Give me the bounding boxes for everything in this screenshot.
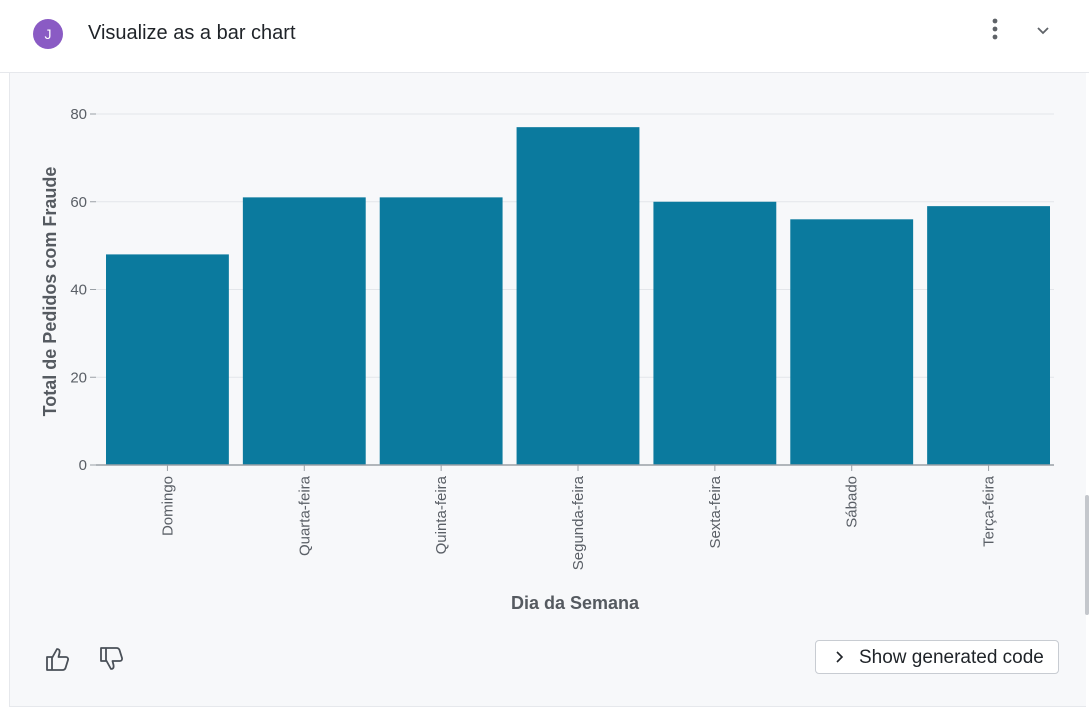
x-tick-label: Quarta-feira	[296, 475, 313, 556]
y-axis-ticks: 0 20 40 60 80	[70, 106, 96, 474]
message-title: Visualize as a bar chart	[88, 22, 296, 44]
bar-4	[653, 201, 777, 465]
y-tick-label: 20	[70, 369, 87, 386]
bar-3	[516, 127, 640, 465]
y-tick-label: 0	[79, 457, 87, 474]
y-tick-label: 80	[70, 106, 87, 123]
thumbs-down-icon[interactable]	[97, 645, 125, 673]
x-axis-title: Dia da Semana	[511, 593, 640, 613]
message-header: J Visualize as a bar chart	[0, 0, 1089, 73]
x-tick-label: Domingo	[159, 476, 176, 536]
y-axis-title: Total de Pedidos com Fraude	[40, 167, 60, 417]
thumbs-up-icon[interactable]	[43, 645, 71, 673]
show-generated-code-button[interactable]: Show generated code	[815, 640, 1059, 674]
x-tick-label: Segunda-feira	[570, 475, 587, 570]
bar-0	[106, 254, 229, 465]
y-tick-label: 60	[70, 194, 87, 211]
x-tick-label: Terça-feira	[981, 475, 998, 547]
user-avatar: J	[33, 19, 63, 49]
y-tick-label: 40	[70, 282, 87, 299]
bar-2	[379, 197, 503, 466]
x-tick-label: Sábado	[844, 476, 861, 528]
bar-1	[242, 197, 366, 466]
chevron-right-icon	[836, 651, 844, 663]
x-tick-label: Sexta-feira	[707, 475, 724, 548]
x-tick-label: Quinta-feira	[433, 475, 450, 554]
bar-6	[927, 206, 1050, 465]
more-options-icon[interactable]	[985, 16, 1005, 44]
show-generated-code-label: Show generated code	[859, 647, 1044, 668]
chart-bars	[106, 127, 1050, 466]
scrollbar[interactable]	[1085, 495, 1089, 615]
x-axis-ticks: Domingo Quarta-feira Quinta-feira Segunda-f…	[159, 465, 998, 570]
bar-5	[790, 219, 914, 465]
chevron-down-icon[interactable]	[1032, 18, 1054, 42]
